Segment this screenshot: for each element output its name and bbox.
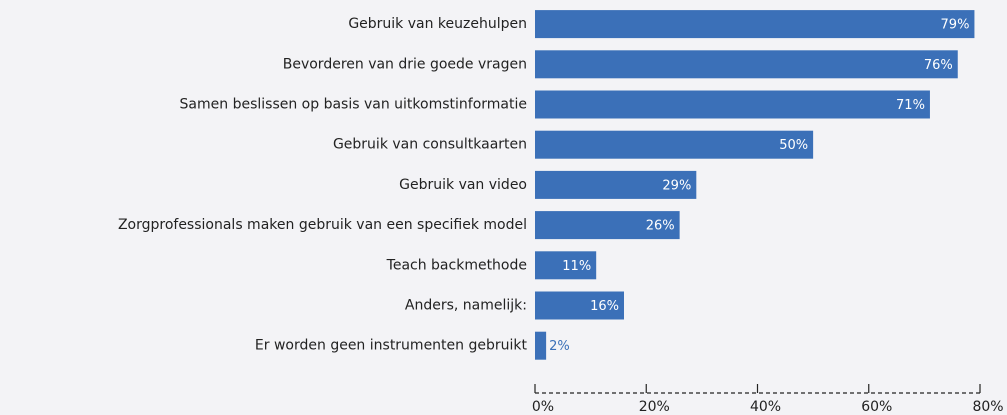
category-label: Samen beslissen op basis van uitkomstinf… xyxy=(180,97,527,113)
value-label: 50% xyxy=(779,138,808,153)
bar xyxy=(535,130,814,159)
bar xyxy=(535,211,680,240)
x-tick-label: 60% xyxy=(861,399,892,415)
category-label: Gebruik van video xyxy=(399,177,527,193)
bar xyxy=(535,90,930,119)
bar xyxy=(535,251,597,280)
value-label: 16% xyxy=(590,299,619,314)
x-tick-label: 20% xyxy=(639,399,670,415)
category-label: Bevorderen van drie goede vragen xyxy=(283,56,527,72)
x-tick-label: 0% xyxy=(532,399,554,415)
bar xyxy=(535,331,547,360)
bar xyxy=(535,291,624,320)
category-label: Teach backmethode xyxy=(386,257,527,273)
category-label: Anders, namelijk: xyxy=(405,298,527,314)
value-label: 79% xyxy=(941,18,970,33)
category-label: Zorgprofessionals maken gebruik van een … xyxy=(118,217,527,233)
category-label: Gebruik van consultkaarten xyxy=(333,137,527,153)
value-label: 29% xyxy=(662,178,691,193)
value-label: 26% xyxy=(646,219,675,234)
value-label: 11% xyxy=(562,259,591,274)
bar xyxy=(535,50,958,79)
value-label: 71% xyxy=(896,98,925,113)
bar xyxy=(535,170,697,199)
value-label: 76% xyxy=(924,58,953,73)
x-tick-label: 80% xyxy=(972,399,1003,415)
x-tick-label: 40% xyxy=(750,399,781,415)
category-label: Er worden geen instrumenten gebruikt xyxy=(255,338,528,354)
value-label: 2% xyxy=(549,339,570,354)
category-label: Gebruik van keuzehulpen xyxy=(348,16,527,32)
bar xyxy=(535,10,975,39)
